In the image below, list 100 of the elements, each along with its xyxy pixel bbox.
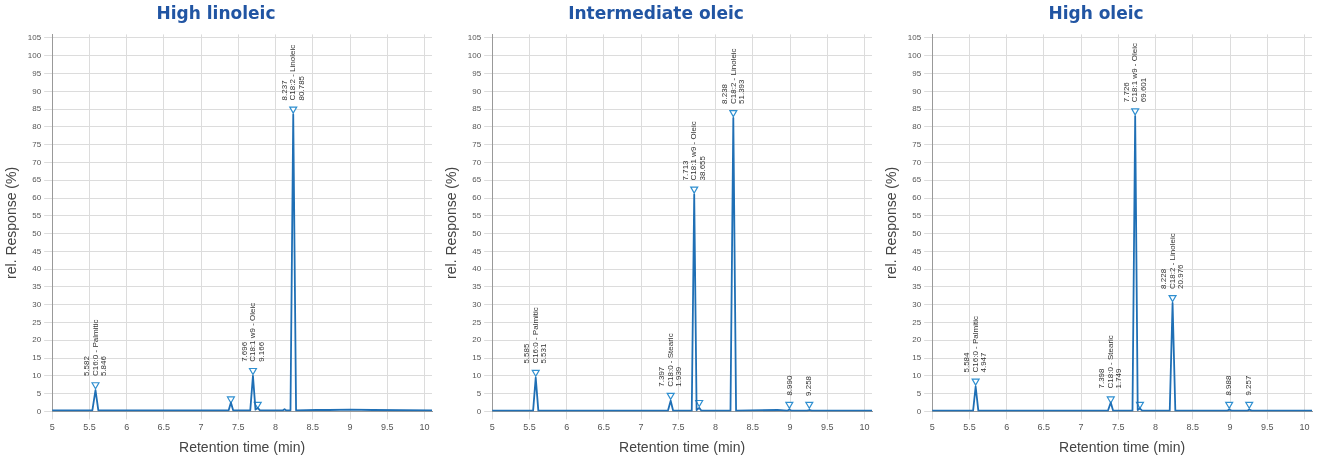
point [971, 378, 980, 386]
point [1225, 401, 1234, 409]
y-tick-label: 25 [912, 317, 922, 327]
x-tick-label: 6 [124, 422, 130, 433]
x-tick-label: 7 [198, 422, 204, 433]
x-tick-label: 6.5 [157, 422, 171, 433]
y-tick-label: 25 [472, 317, 482, 327]
x-tick-label: 10 [419, 422, 430, 433]
y-tick-label: 75 [472, 139, 482, 149]
x-axis-title: Retention time (min) [1059, 439, 1186, 456]
y-tick-label: 80 [472, 122, 482, 132]
annotation: 9.258 [804, 375, 814, 396]
point [729, 110, 738, 118]
y-tick-label: 5 [36, 388, 42, 398]
y-tick-label: 40 [32, 264, 42, 274]
y-axis-title: rel. Response (%) [443, 166, 460, 279]
x-tick-label: 5.5 [963, 422, 976, 433]
y-tick-label: 50 [32, 228, 42, 238]
y-tick-label: 20 [472, 335, 482, 345]
y-tick-label: 45 [912, 246, 922, 256]
y-tick-label: 45 [472, 246, 482, 256]
x-tick-label: 8 [713, 422, 719, 433]
y-tick-label: 45 [32, 246, 42, 256]
x-tick-label: 7 [638, 422, 644, 433]
x-tick-label: 9 [347, 422, 353, 433]
y-tick-label: 40 [472, 264, 482, 274]
y-tick-label: 105 [27, 33, 42, 43]
x-tick-label: 8.5 [1186, 422, 1200, 433]
y-tick-label: 40 [912, 264, 922, 274]
x-tick-label: 5.5 [83, 422, 96, 433]
x-tick-label: 8 [1153, 422, 1159, 433]
x-tick-label: 5 [929, 422, 935, 433]
x-tick-label: 8.5 [746, 422, 760, 433]
y-tick-label: 15 [912, 353, 922, 363]
point [1106, 396, 1115, 404]
x-tick-label: 6 [1004, 422, 1010, 433]
y-tick-label: 60 [912, 193, 922, 203]
annotation: 9.257 [1244, 375, 1254, 396]
y-tick-label: 100 [27, 50, 42, 60]
chart-title: High oleic [1048, 2, 1144, 23]
annotation: 8.990 [784, 375, 794, 396]
annotation: 8.238 C18:2 - Linoleic 51.393 [720, 48, 747, 104]
y-tick-label: 30 [472, 299, 482, 309]
y-tick-label: 105 [907, 33, 922, 43]
point [289, 106, 298, 114]
y-tick-label: 60 [32, 193, 42, 203]
point [91, 382, 100, 390]
point [531, 369, 540, 377]
annotation: 7.398 C18:0 - Stearic 1.749 [1097, 335, 1124, 389]
y-tick-label: 95 [32, 68, 42, 78]
point [226, 396, 235, 404]
x-tick-label: 10 [859, 422, 870, 433]
y-tick-label: 0 [916, 406, 922, 416]
annotation: 5.584 C16:0 - Palmitic 4.947 [962, 316, 989, 373]
y-tick-label: 15 [32, 353, 42, 363]
x-tick-label: 6.5 [1037, 422, 1051, 433]
y-tick-label: 5 [916, 388, 922, 398]
y-tick-label: 25 [32, 317, 42, 327]
y-tick-label: 65 [472, 175, 482, 185]
x-tick-label: 7.5 [672, 422, 685, 433]
x-axis-title: Retention time (min) [179, 439, 306, 456]
y-tick-label: 65 [32, 175, 42, 185]
chart-title: Intermediate oleic [568, 2, 744, 23]
y-tick-label: 70 [912, 157, 922, 167]
point [805, 401, 814, 409]
y-tick-label: 80 [912, 122, 922, 132]
y-tick-label: 85 [32, 104, 42, 114]
y-tick-label: 65 [912, 175, 922, 185]
y-tick-label: 50 [912, 228, 922, 238]
y-tick-label: 15 [472, 353, 482, 363]
y-tick-label: 35 [472, 282, 482, 292]
y-tick-label: 55 [472, 210, 482, 220]
x-tick-label: 9.5 [821, 422, 834, 433]
y-tick-label: 90 [472, 86, 482, 96]
point [690, 186, 699, 194]
x-tick-label: 10 [1299, 422, 1310, 433]
y-tick-label: 50 [472, 228, 482, 238]
y-tick-label: 35 [32, 282, 42, 292]
y-tick-label: 30 [912, 299, 922, 309]
x-tick-label: 7.5 [232, 422, 245, 433]
y-tick-label: 5 [476, 388, 482, 398]
annotation: 5.585 C16:0 - Palmitic 5.531 [522, 307, 549, 364]
y-tick-label: 100 [907, 50, 922, 60]
y-tick-label: 85 [472, 104, 482, 114]
annotation: 5.582 C16:0 - Palmitic 5.846 [82, 319, 109, 377]
y-tick-label: 10 [32, 371, 42, 381]
y-tick-label: 70 [32, 157, 42, 167]
x-tick-label: 8.5 [306, 422, 320, 433]
y-tick-label: 80 [32, 122, 42, 132]
annotation: 7.726 C18:1 w9 - Oleic 69.601 [1121, 43, 1148, 103]
y-tick-label: 85 [912, 104, 922, 114]
annotation: 8.228 C18:2 - Linoleic 20.976 [1159, 233, 1186, 289]
point [695, 399, 704, 408]
x-tick-label: 8 [273, 422, 279, 433]
y-tick-label: 70 [472, 157, 482, 167]
chart-title: High linoleic [156, 2, 276, 23]
annotation: 8.988 [1224, 375, 1234, 396]
x-tick-label: 7 [1078, 422, 1084, 433]
x-tick-label: 9.5 [1261, 422, 1274, 433]
y-tick-label: 30 [32, 299, 42, 309]
